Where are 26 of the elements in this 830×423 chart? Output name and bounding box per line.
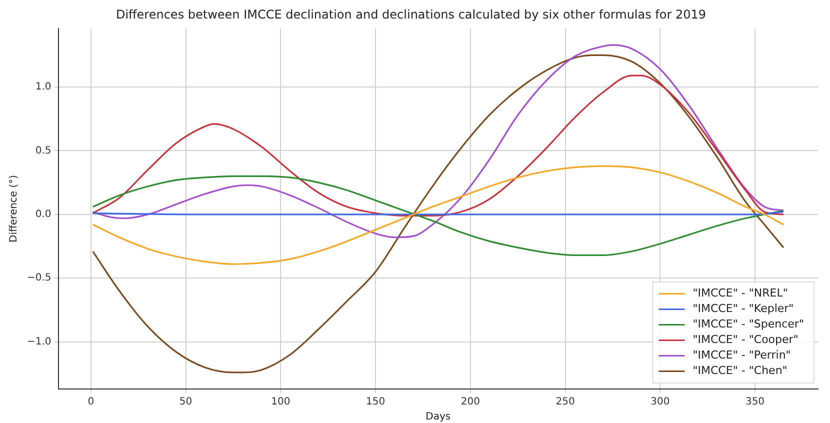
x-tick-label: 200 — [460, 396, 480, 408]
x-tick-label: 350 — [745, 396, 765, 408]
line-series — [92, 44, 784, 238]
y-tick-label: 1.0 — [35, 82, 52, 93]
legend-label: "IMCCE" - "NREL" — [692, 286, 788, 300]
legend-label: "IMCCE" - "Cooper" — [692, 333, 798, 346]
x-tick-label: 100 — [271, 396, 290, 408]
x-tick-label: 150 — [366, 396, 386, 408]
legend-label: "IMCCE" - "Kepler" — [692, 302, 794, 316]
line-series — [92, 175, 784, 256]
legend-label: "IMCCE" - "Chen" — [692, 364, 788, 378]
chart-title: Differences between IMCCE declination and declinations calculated by six other formulas for 2019 — [116, 7, 706, 22]
y-tick-label: 0.0 — [35, 209, 52, 220]
x-tick-label: 0 — [88, 396, 94, 408]
line-series — [92, 74, 784, 217]
y-tick-label: 0.5 — [35, 145, 52, 156]
legend-label: "IMCCE" - "Perrin" — [692, 348, 791, 362]
line-series — [92, 165, 784, 265]
y-tick-label: −0.5 — [26, 272, 52, 284]
y-axis-title: Difference (°) — [8, 174, 20, 242]
x-tick-label: 250 — [556, 396, 575, 408]
x-tick-label: 50 — [179, 396, 192, 408]
x-tick-label: 300 — [650, 396, 670, 408]
y-tick-label: −1.0 — [26, 336, 52, 348]
legend-label: "IMCCE" - "Spencer" — [692, 318, 804, 331]
x-axis-title: Days — [426, 412, 451, 423]
